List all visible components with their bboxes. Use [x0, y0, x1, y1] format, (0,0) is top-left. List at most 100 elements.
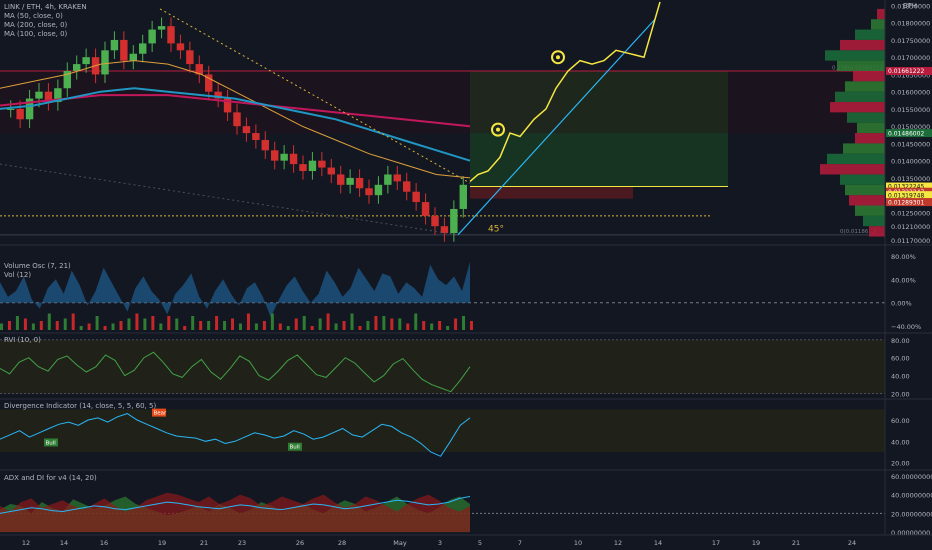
candle-body[interactable]: [157, 26, 166, 30]
candle-body[interactable]: [384, 174, 392, 185]
candle-body[interactable]: [242, 126, 251, 134]
candle-body[interactable]: [365, 188, 373, 196]
indicator-tick-label: 20.00: [891, 460, 910, 468]
candle-body[interactable]: [25, 98, 34, 120]
candle-body[interactable]: [176, 43, 185, 51]
price-pane[interactable]: 45°0.236(0.01661222)0(0.01186...): [0, 1, 885, 242]
time-tick-label: 7: [518, 539, 522, 547]
ma200-label: MA (200, close, 0): [4, 21, 68, 29]
candle-body[interactable]: [16, 108, 24, 120]
time-tick-label: 26: [296, 539, 304, 547]
candle-body[interactable]: [120, 39, 128, 61]
candle-body[interactable]: [431, 215, 439, 227]
volume-profile-bar: [827, 153, 885, 165]
volume-bar: [462, 316, 466, 330]
candle-body[interactable]: [44, 91, 53, 103]
candle-body[interactable]: [374, 184, 383, 196]
candle-body[interactable]: [186, 50, 194, 65]
price-axis[interactable]: 0.01850000 0.01800000 0.01750000 0.01700000…: [886, 2, 932, 537]
candle-body[interactable]: [252, 133, 260, 140]
volume-bar: [294, 318, 298, 330]
candle-body[interactable]: [110, 39, 119, 51]
candle-body[interactable]: [308, 160, 317, 172]
candle-body[interactable]: [346, 177, 354, 185]
volume-title: Vol (12): [4, 271, 32, 279]
candle-body[interactable]: [337, 174, 345, 185]
rvi-line: [0, 351, 471, 393]
candle-body[interactable]: [233, 112, 241, 127]
candle-body[interactable]: [214, 91, 222, 99]
candle-body[interactable]: [129, 53, 137, 61]
rvi-pane[interactable]: [0, 339, 885, 395]
projection-curve: [469, 1, 661, 182]
candle-body[interactable]: [101, 50, 109, 75]
volume-bar: [342, 321, 346, 330]
volume-bar: [414, 313, 418, 330]
candle-body[interactable]: [82, 57, 90, 65]
adx-pane[interactable]: [0, 492, 885, 533]
candle-body[interactable]: [412, 191, 420, 203]
volume-bar: [79, 326, 83, 330]
volume-bar: [207, 321, 211, 330]
time-axis[interactable]: 12 14 16 19 21 23 26 28 May 3 5 7 10 12 14 17 19 21 24: [22, 539, 856, 547]
candle-body[interactable]: [355, 177, 364, 189]
volume-bar: [0, 323, 3, 330]
volume-profile-bar: [825, 50, 885, 61]
candle-body[interactable]: [205, 74, 213, 92]
candle-body[interactable]: [271, 150, 279, 161]
volume-bar: [422, 321, 426, 330]
candle-body[interactable]: [318, 160, 326, 168]
candle-body[interactable]: [289, 153, 298, 165]
price-tag: [886, 66, 932, 75]
volume-profile-bar: [843, 143, 885, 154]
volume-oscillator-pane[interactable]: [0, 261, 885, 330]
candle-body[interactable]: [261, 139, 269, 151]
candle-body[interactable]: [393, 174, 401, 182]
time-tick-label: 21: [792, 539, 800, 547]
candle-body[interactable]: [327, 167, 335, 175]
candle-body[interactable]: [7, 108, 15, 110]
divergence-tag-label: Bear: [154, 411, 168, 417]
price-tag: [886, 191, 932, 200]
divergence-tag: [44, 438, 58, 447]
volume-profile-bar: [857, 122, 885, 134]
volume-bar: [175, 318, 179, 330]
candle-body[interactable]: [63, 70, 71, 89]
candle-body[interactable]: [73, 64, 81, 71]
volume-bar: [159, 323, 163, 330]
candle-body[interactable]: [167, 26, 175, 44]
candle-body[interactable]: [35, 91, 43, 99]
volume-profile-bar: [837, 60, 885, 71]
candle-body[interactable]: [440, 226, 449, 234]
price-tag-label: 0.01289301: [888, 199, 924, 206]
time-tick-label: 12: [614, 539, 622, 547]
candle-body[interactable]: [459, 184, 467, 209]
indicator-tick-label: 80.00%: [891, 253, 916, 261]
candle-body[interactable]: [223, 98, 232, 113]
candle-body[interactable]: [450, 208, 458, 234]
candle-body[interactable]: [148, 29, 156, 44]
time-tick-label: 12: [22, 539, 30, 547]
volume-profile-bar: [820, 164, 885, 175]
candle-body[interactable]: [403, 181, 411, 192]
indicator-tick-label: 0.00000000: [891, 529, 930, 537]
volume-profile-bar: [845, 184, 885, 196]
candle-body[interactable]: [139, 43, 147, 54]
volume-bar: [430, 323, 434, 330]
candle-body[interactable]: [280, 153, 288, 161]
indicator-tick-label: 20.00000000: [891, 510, 932, 518]
indicator-tick-label: 20.00: [891, 391, 910, 399]
candle-body[interactable]: [195, 64, 203, 75]
volume-profile-bar: [830, 102, 885, 113]
candle-body[interactable]: [54, 88, 62, 103]
divergence-pane[interactable]: Bull Bear Bull: [0, 408, 885, 457]
volume-profile-bar: [840, 174, 885, 185]
ma50-label: MA (50, close, 0): [4, 12, 63, 20]
candle-body[interactable]: [421, 202, 430, 216]
volume-bar: [390, 318, 394, 330]
candle-body[interactable]: [299, 164, 307, 172]
volume-bar: [223, 321, 227, 330]
time-tick-label: 10: [574, 539, 582, 547]
